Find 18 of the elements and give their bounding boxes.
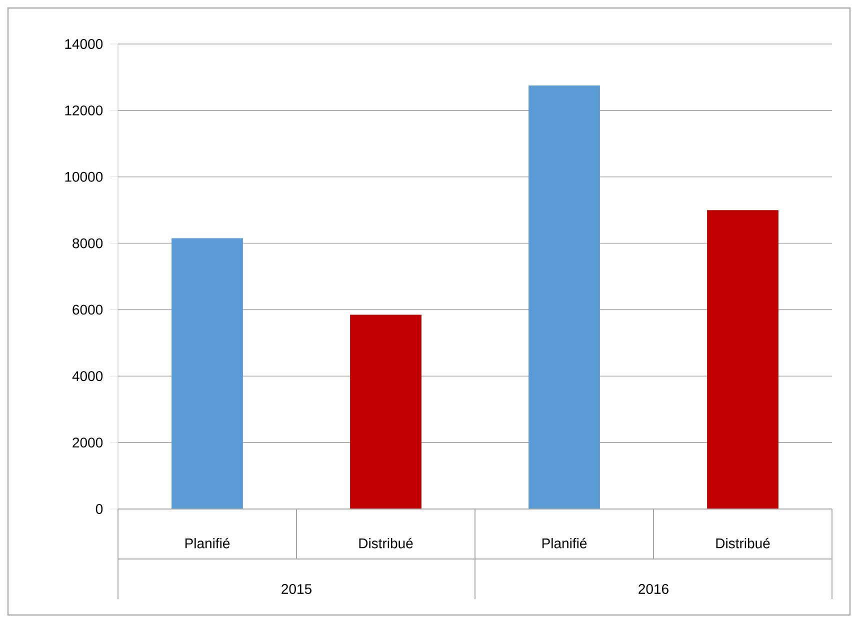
y-tick-label: 0: [96, 504, 103, 514]
bar: [528, 86, 600, 509]
bar: [350, 314, 422, 509]
x-tick-label: Distribué: [716, 538, 770, 548]
y-tick-label: 6000: [72, 304, 103, 315]
y-tick-label: 8000: [72, 238, 103, 248]
bar: [707, 210, 778, 509]
y-tick-label: 4000: [72, 371, 103, 382]
y-tick-label: 10000: [65, 172, 103, 182]
bar: [172, 238, 243, 509]
text: 2015: [282, 584, 312, 594]
y-tick-label: 12000: [65, 105, 103, 116]
y-tick-label: 2000: [72, 438, 103, 448]
x-tick-label: Planifié: [542, 538, 587, 548]
x-tick-label: Planifié: [185, 538, 230, 548]
text: 2016: [638, 584, 668, 594]
y-tick-label: 14000: [65, 39, 103, 49]
x-tick-label: Distribué: [359, 538, 413, 548]
